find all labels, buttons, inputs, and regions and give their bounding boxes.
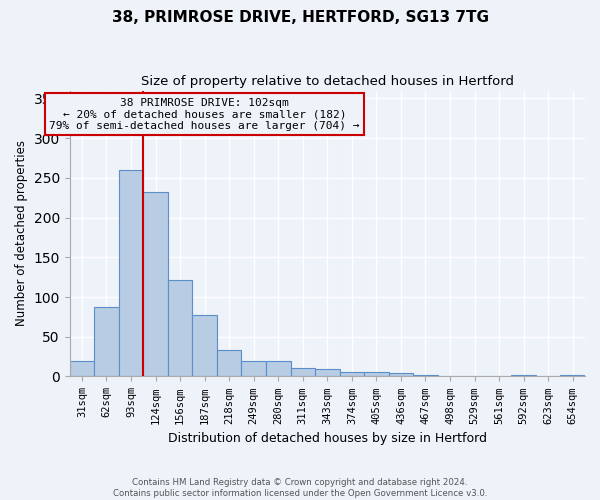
Text: Contains HM Land Registry data © Crown copyright and database right 2024.
Contai: Contains HM Land Registry data © Crown c… <box>113 478 487 498</box>
Bar <box>560 375 585 376</box>
Bar <box>193 316 217 376</box>
Y-axis label: Number of detached properties: Number of detached properties <box>15 140 28 326</box>
Bar <box>413 375 438 376</box>
Bar <box>94 308 119 376</box>
Bar <box>119 170 143 376</box>
Bar <box>511 375 536 376</box>
Bar <box>266 360 290 376</box>
Text: 38, PRIMROSE DRIVE, HERTFORD, SG13 7TG: 38, PRIMROSE DRIVE, HERTFORD, SG13 7TG <box>112 10 488 25</box>
Text: 38 PRIMROSE DRIVE: 102sqm
← 20% of detached houses are smaller (182)
79% of semi: 38 PRIMROSE DRIVE: 102sqm ← 20% of detac… <box>49 98 360 131</box>
Bar <box>340 372 364 376</box>
Bar <box>241 360 266 376</box>
Bar <box>143 192 168 376</box>
Bar <box>364 372 389 376</box>
Bar <box>389 374 413 376</box>
X-axis label: Distribution of detached houses by size in Hertford: Distribution of detached houses by size … <box>168 432 487 445</box>
Bar <box>290 368 315 376</box>
Bar <box>70 360 94 376</box>
Title: Size of property relative to detached houses in Hertford: Size of property relative to detached ho… <box>141 75 514 88</box>
Bar <box>217 350 241 376</box>
Bar <box>315 370 340 376</box>
Bar <box>168 280 193 376</box>
